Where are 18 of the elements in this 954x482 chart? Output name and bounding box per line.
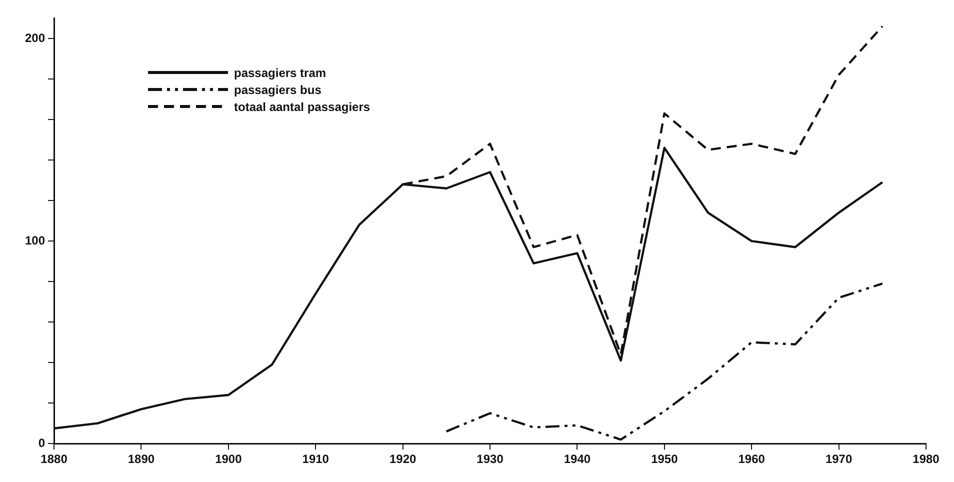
legend-label: passagiers bus (234, 82, 322, 96)
x-tick-label: 1940 (564, 452, 591, 466)
x-tick-label: 1880 (40, 452, 68, 466)
x-tick-label: 1950 (651, 452, 678, 466)
x-tick-label: 1920 (389, 452, 416, 466)
y-tick-label: 200 (24, 30, 46, 45)
y-tick-label: 100 (24, 233, 46, 248)
line-series (445, 282, 884, 441)
y-tick-label: 0 (38, 436, 46, 450)
legend-label: passagiers tram (234, 66, 326, 80)
x-tick-label: 1970 (825, 452, 852, 466)
x-tick-label: 1910 (302, 452, 330, 466)
legend-label: totaal aantal passagiers (234, 100, 370, 114)
x-tick-label: 1980 (912, 452, 940, 466)
x-tick-label: 1900 (215, 452, 242, 466)
x-tick-label: 1930 (476, 452, 504, 466)
x-tick-label: 1890 (128, 452, 155, 466)
x-tick-label: 1960 (738, 452, 766, 466)
